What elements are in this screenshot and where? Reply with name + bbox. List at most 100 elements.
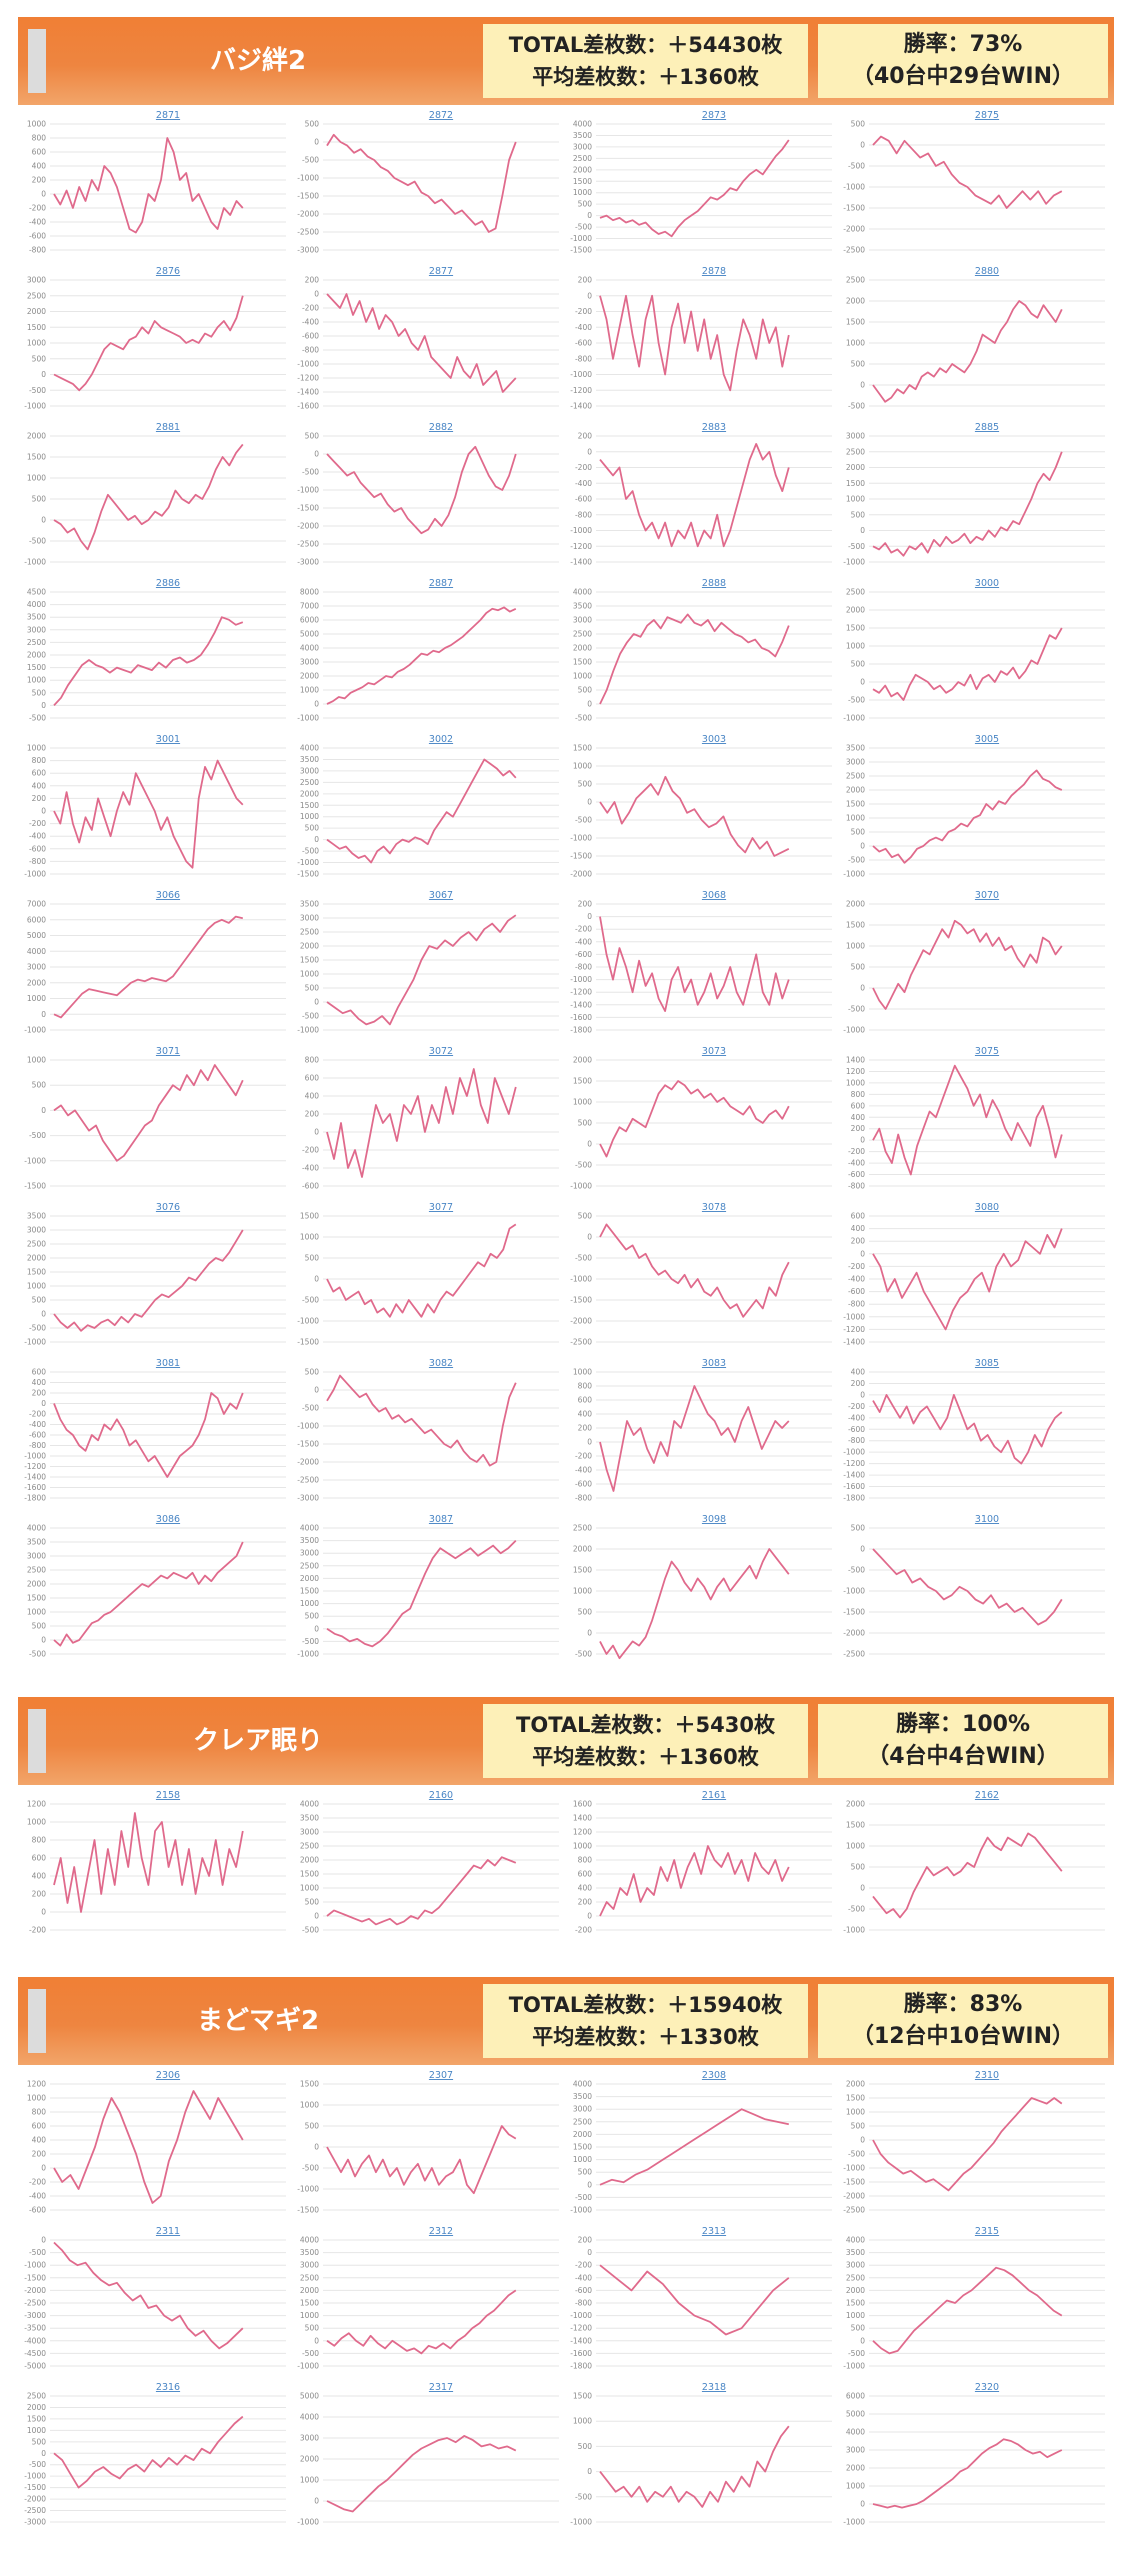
y-tick-label: -1000 xyxy=(843,1026,865,1035)
chart-title[interactable]: 2315 xyxy=(975,2226,999,2237)
chart-3100: 3100 -2500 -2000 -1500 -1000 -500 0 500 xyxy=(843,1514,1105,1659)
y-tick-label: 500 xyxy=(578,2168,593,2177)
chart-title[interactable]: 3071 xyxy=(156,1046,180,1057)
chart-3082: 3082 -3000 -2500 -2000 -1500 -1000 -500 0 500 xyxy=(297,1358,559,1503)
y-tick-label: 1200 xyxy=(27,1800,46,1809)
chart-title[interactable]: 3081 xyxy=(156,1358,180,1369)
y-tick-label: -800 xyxy=(575,354,592,363)
chart-2312: 2312 -1000 -500 0 500 1000 1500 2000 2500 3000 350… xyxy=(297,2226,559,2371)
chart-title[interactable]: 2306 xyxy=(156,2070,180,2081)
chart-title[interactable]: 2318 xyxy=(702,2382,726,2393)
chart-title[interactable]: 3005 xyxy=(975,734,999,745)
chart-title[interactable]: 3100 xyxy=(975,1514,999,1525)
chart-title[interactable]: 3001 xyxy=(156,734,180,745)
chart-title[interactable]: 2307 xyxy=(429,2070,453,2081)
chart-title[interactable]: 2873 xyxy=(702,110,726,121)
chart-title[interactable]: 2310 xyxy=(975,2070,999,2081)
chart-title[interactable]: 2888 xyxy=(702,578,726,589)
y-tick-label: -1000 xyxy=(843,870,865,879)
series-line xyxy=(599,1080,790,1158)
series-line xyxy=(53,443,244,551)
series-line xyxy=(872,2438,1063,2509)
chart-title[interactable]: 2872 xyxy=(429,110,453,121)
chart-title[interactable]: 3067 xyxy=(429,890,453,901)
y-tick-label: 3000 xyxy=(300,914,319,923)
chart-title[interactable]: 2876 xyxy=(156,266,180,277)
chart-title[interactable]: 2320 xyxy=(975,2382,999,2393)
chart-title[interactable]: 2877 xyxy=(429,266,453,277)
series-line xyxy=(326,914,517,1026)
chart-title[interactable]: 2311 xyxy=(156,2226,180,2237)
chart-title[interactable]: 3002 xyxy=(429,734,453,745)
chart-title[interactable]: 3098 xyxy=(702,1514,726,1525)
y-tick-label: 1000 xyxy=(846,495,865,504)
y-tick-label: -1000 xyxy=(570,2518,592,2527)
y-tick-label: -1600 xyxy=(570,1013,592,1022)
chart-title[interactable]: 2885 xyxy=(975,422,999,433)
chart-title[interactable]: 2878 xyxy=(702,266,726,277)
chart-title[interactable]: 2308 xyxy=(702,2070,726,2081)
y-tick-label: 200 xyxy=(578,2236,593,2245)
y-tick-label: 0 xyxy=(314,1386,319,1395)
y-tick-label: 500 xyxy=(305,120,320,129)
chart-title[interactable]: 3003 xyxy=(702,734,726,745)
y-tick-label: 3000 xyxy=(846,2446,865,2455)
series-line xyxy=(599,442,790,548)
chart-title[interactable]: 3077 xyxy=(429,1202,453,1213)
y-tick-label: -1000 xyxy=(24,2472,46,2481)
section-title: バジ絆2 xyxy=(209,46,307,76)
chart-title[interactable]: 2880 xyxy=(975,266,999,277)
series-line xyxy=(53,137,244,234)
y-tick-label: -1000 xyxy=(570,1275,592,1284)
chart-title[interactable]: 2887 xyxy=(429,578,453,589)
chart-title[interactable]: 2161 xyxy=(702,1790,726,1801)
chart-title[interactable]: 2313 xyxy=(702,2226,726,2237)
chart-title[interactable]: 3082 xyxy=(429,1358,453,1369)
chart-title[interactable]: 3075 xyxy=(975,1046,999,1057)
chart-2877: 2877 -1600 -1400 -1200 -1000 -800 -600 -400 -200… xyxy=(297,266,559,411)
chart-title[interactable]: 3085 xyxy=(975,1358,999,1369)
y-tick-label: 1400 xyxy=(846,1056,865,1065)
win-rate: 勝率：73% xyxy=(903,32,1023,57)
series-line xyxy=(53,2090,244,2204)
win-rate-box: 勝率：100% （4台中4台WIN） xyxy=(818,1704,1108,1778)
y-tick-label: 400 xyxy=(578,1410,593,1419)
chart-title[interactable]: 3000 xyxy=(975,578,999,589)
y-tick-label: 2500 xyxy=(27,1566,46,1575)
chart-title[interactable]: 3078 xyxy=(702,1202,726,1213)
y-tick-label: -1200 xyxy=(297,374,319,383)
y-tick-label: 200 xyxy=(578,1424,593,1433)
chart-title[interactable]: 3070 xyxy=(975,890,999,901)
chart-title[interactable]: 2881 xyxy=(156,422,180,433)
y-tick-label: 2000 xyxy=(27,978,46,987)
chart-title[interactable]: 3066 xyxy=(156,890,180,901)
chart-title[interactable]: 2158 xyxy=(156,1790,180,1801)
chart-title[interactable]: 2312 xyxy=(429,2226,453,2237)
chart-title[interactable]: 3076 xyxy=(156,1202,180,1213)
chart-title[interactable]: 2160 xyxy=(429,1790,453,1801)
chart-title[interactable]: 2882 xyxy=(429,422,453,433)
chart-title[interactable]: 2316 xyxy=(156,2382,180,2393)
chart-title[interactable]: 2883 xyxy=(702,422,726,433)
chart-title[interactable]: 2162 xyxy=(975,1790,999,1801)
y-tick-label: -1600 xyxy=(843,1482,865,1491)
y-tick-label: -600 xyxy=(848,1425,865,1434)
chart-title[interactable]: 3087 xyxy=(429,1514,453,1525)
y-tick-label: 1500 xyxy=(300,1870,319,1879)
chart-title[interactable]: 3080 xyxy=(975,1202,999,1213)
chart-title[interactable]: 2317 xyxy=(429,2382,453,2393)
y-tick-label: -500 xyxy=(29,1131,46,1140)
chart-title[interactable]: 3083 xyxy=(702,1358,726,1369)
chart-title[interactable]: 3086 xyxy=(156,1514,180,1525)
y-tick-label: 200 xyxy=(578,1898,593,1907)
chart-title[interactable]: 3073 xyxy=(702,1046,726,1057)
y-tick-label: 0 xyxy=(41,1106,46,1115)
chart-2883: 2883 -1400 -1200 -1000 -800 -600 -400 -200 0 200 xyxy=(570,422,832,567)
chart-title[interactable]: 3072 xyxy=(429,1046,453,1057)
y-tick-label: -200 xyxy=(29,819,46,828)
y-tick-label: -1000 xyxy=(24,1156,46,1165)
chart-title[interactable]: 2886 xyxy=(156,578,180,589)
chart-title[interactable]: 3068 xyxy=(702,890,726,901)
chart-title[interactable]: 2875 xyxy=(975,110,999,121)
chart-title[interactable]: 2871 xyxy=(156,110,180,121)
